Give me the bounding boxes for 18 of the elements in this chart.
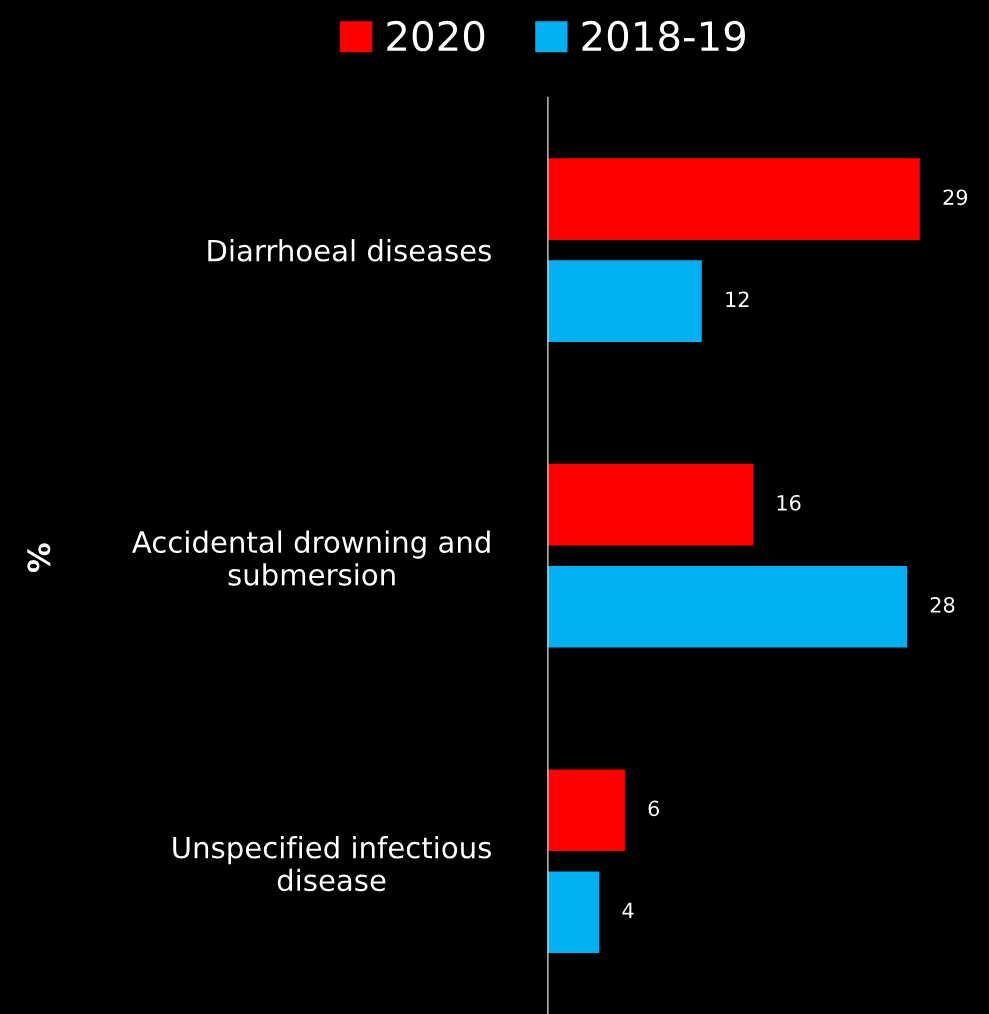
data-label: 4 [622, 902, 634, 918]
y-tick-label: Diarrhoeal diseases [208, 239, 491, 262]
y-axis-title: % [27, 543, 51, 573]
bar [547, 565, 908, 648]
data-label: 16 [777, 494, 801, 511]
legend-label: 2020 [387, 20, 485, 52]
bar [547, 769, 625, 851]
bar [547, 158, 920, 240]
data-label: 12 [726, 291, 749, 307]
bar [547, 871, 600, 954]
data-label: 6 [648, 800, 660, 817]
y-tick-label: Accidental drowning and submersion [132, 530, 490, 586]
legend-label: 2018-19 [582, 20, 745, 52]
y-tick-label: Unspecified infectious disease [173, 836, 491, 892]
data-label: 29 [943, 189, 968, 206]
bar [547, 463, 754, 546]
bar [547, 260, 702, 342]
data-label: 28 [930, 596, 955, 613]
